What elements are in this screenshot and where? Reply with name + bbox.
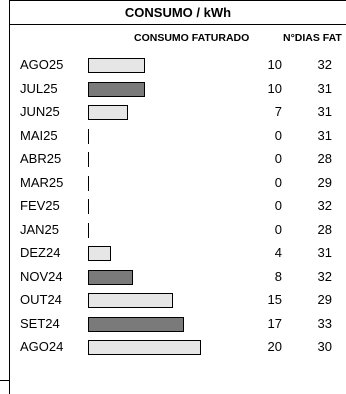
consumption-bar (88, 175, 89, 191)
consumption-value: 7 (274, 104, 282, 119)
table-row: MAR25 0 29 (0, 173, 346, 193)
consumption-bar (88, 152, 89, 167)
days-value: 32 (317, 198, 332, 213)
consumption-value: 10 (267, 57, 282, 72)
consumption-bar (88, 81, 145, 97)
table-row: FEV25 0 32 (0, 196, 346, 216)
bar-track (88, 81, 238, 98)
bar-track (88, 246, 238, 262)
month-label: JUL25 (20, 80, 58, 96)
consumption-value: 0 (274, 151, 282, 166)
bar-track (88, 58, 238, 74)
month-label: NOV24 (20, 268, 63, 284)
days-value: 31 (317, 80, 332, 96)
days-value: 28 (317, 221, 332, 237)
month-label: ABR25 (20, 151, 62, 166)
month-label: AGO24 (20, 339, 64, 354)
column-header-dias: N°DIAS FAT (283, 32, 342, 44)
consumption-bar (88, 269, 133, 285)
consumption-bar (88, 340, 201, 355)
table-row: JUL25 10 31 (0, 79, 346, 99)
consumption-value: 15 (267, 292, 282, 307)
consumption-value: 0 (274, 198, 282, 213)
month-label: OUT24 (20, 292, 62, 307)
consumption-bar (88, 199, 89, 214)
consumption-value: 4 (274, 245, 282, 260)
bar-track (88, 128, 238, 145)
month-label: JAN25 (20, 221, 60, 237)
consumption-bar (88, 128, 89, 144)
consumption-bar (88, 58, 145, 73)
days-value: 31 (317, 245, 332, 260)
month-label: MAR25 (20, 174, 64, 190)
days-value: 29 (317, 174, 332, 190)
bar-track (88, 175, 238, 192)
table-row: ABR25 0 28 (0, 149, 346, 169)
month-label: MAI25 (20, 127, 58, 143)
table-row: SET24 17 33 (0, 314, 346, 334)
days-value: 31 (317, 127, 332, 143)
bar-track (88, 222, 238, 239)
days-value: 32 (317, 57, 332, 72)
consumption-value: 0 (274, 174, 282, 190)
table-row: NOV24 8 32 (0, 267, 346, 287)
table-row: JUN25 7 31 (0, 102, 346, 122)
bar-track (88, 199, 238, 215)
table-row: MAI25 0 31 (0, 126, 346, 146)
table-row: AGO25 10 32 (0, 55, 346, 75)
table-row: AGO24 20 30 (0, 337, 346, 357)
days-value: 33 (317, 315, 332, 331)
month-label: DEZ24 (20, 245, 61, 260)
month-label: JUN25 (20, 104, 60, 119)
table-row: OUT24 15 29 (0, 290, 346, 310)
consumption-value: 0 (274, 127, 282, 143)
month-label: FEV25 (20, 198, 60, 213)
consumption-bar (88, 105, 128, 120)
month-label: SET24 (20, 315, 60, 331)
month-label: AGO25 (20, 57, 64, 72)
bar-track (88, 269, 238, 286)
consumption-value: 10 (267, 80, 282, 96)
bar-track (88, 105, 238, 121)
consumption-value: 8 (274, 268, 282, 284)
consumption-bar (88, 316, 184, 332)
consumption-value: 20 (267, 339, 282, 354)
bar-track (88, 293, 238, 309)
consumption-panel (9, 0, 346, 394)
consumption-bar (88, 293, 173, 308)
column-header-consumo: CONSUMO FATURADO (134, 32, 250, 44)
bar-track (88, 340, 238, 356)
consumption-value: 0 (274, 221, 282, 237)
days-value: 31 (317, 104, 332, 119)
days-value: 30 (317, 339, 332, 354)
consumption-bar (88, 222, 89, 238)
days-value: 32 (317, 268, 332, 284)
consumption-bar (88, 246, 111, 261)
days-value: 28 (317, 151, 332, 166)
table-row: DEZ24 4 31 (0, 243, 346, 263)
consumption-value: 17 (267, 315, 282, 331)
divider-line (0, 380, 9, 381)
bar-track (88, 316, 238, 333)
table-row: JAN25 0 28 (0, 220, 346, 240)
bar-track (88, 152, 238, 168)
panel-title: CONSUMO / kWh (10, 1, 346, 25)
days-value: 29 (317, 292, 332, 307)
